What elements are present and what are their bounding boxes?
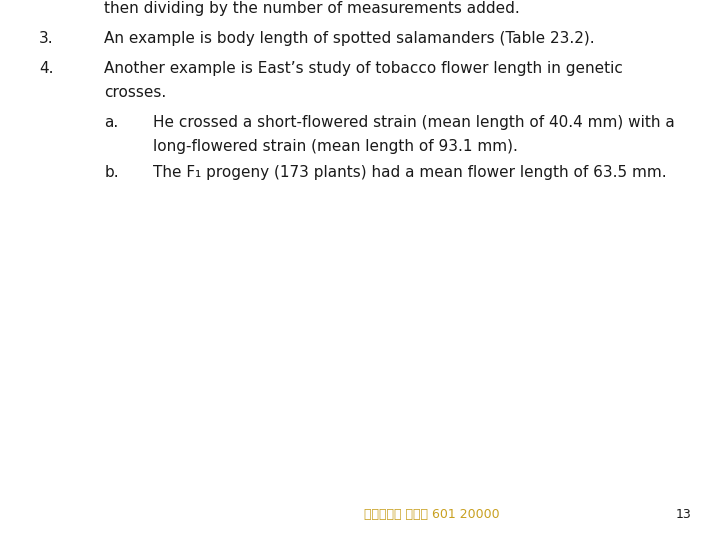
- Text: The F₁ progeny (173 plants) had a mean flower length of 63.5 mm.: The F₁ progeny (173 plants) had a mean f…: [153, 165, 667, 180]
- Text: An example is body length of spotted salamanders (Table 23.2).: An example is body length of spotted sal…: [104, 31, 595, 46]
- Text: He crossed a short-flowered strain (mean length of 40.4 mm) with a: He crossed a short-flowered strain (mean…: [153, 115, 675, 130]
- Text: 台大農藝系 遅傳學 601 20000: 台大農藝系 遅傳學 601 20000: [364, 508, 500, 521]
- Text: long-flowered strain (mean length of 93.1 mm).: long-flowered strain (mean length of 93.…: [153, 139, 518, 154]
- Text: a.: a.: [104, 115, 118, 130]
- Text: b.: b.: [104, 165, 119, 180]
- Text: 3.: 3.: [39, 31, 53, 46]
- Text: 13: 13: [675, 508, 691, 521]
- Text: 4.: 4.: [39, 61, 53, 76]
- Text: Another example is East’s study of tobacco flower length in genetic: Another example is East’s study of tobac…: [104, 61, 623, 76]
- Text: crosses.: crosses.: [104, 85, 166, 100]
- Text: then dividing by the number of measurements added.: then dividing by the number of measureme…: [104, 1, 520, 16]
